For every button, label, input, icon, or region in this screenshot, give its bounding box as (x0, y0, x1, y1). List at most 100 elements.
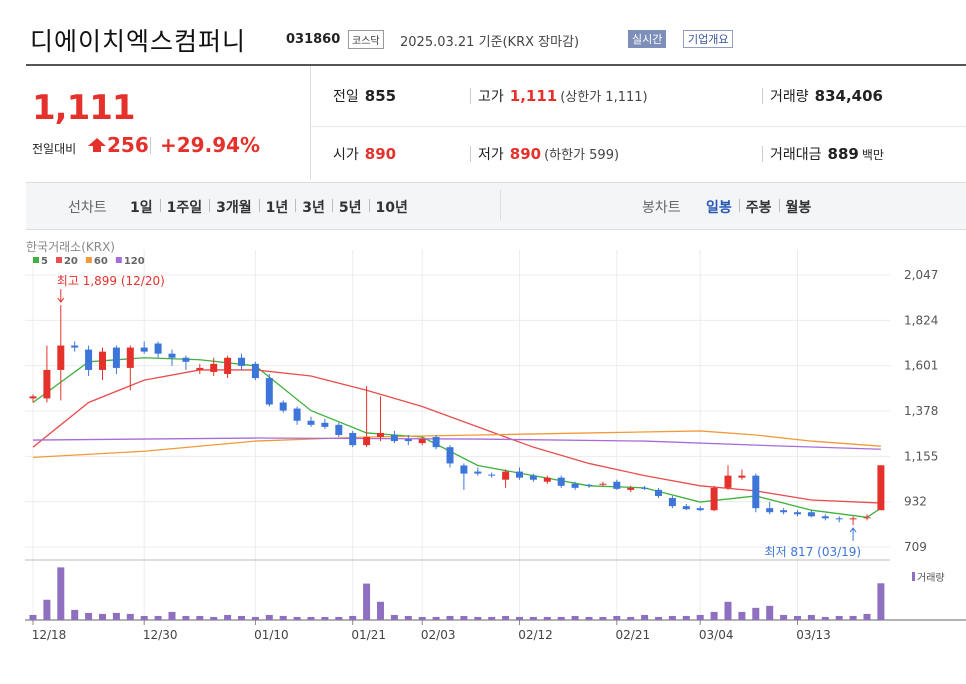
volume-bar (585, 616, 593, 620)
stat-item: 저가 890 (하한가 599) (478, 144, 619, 164)
candle-body (738, 475, 746, 478)
candle-body (418, 439, 426, 444)
separator (159, 199, 161, 212)
divider (311, 126, 966, 127)
volume-bar (335, 616, 343, 620)
volume-bar (349, 615, 357, 620)
candle-body (168, 353, 176, 358)
legend-label: 거래량 (917, 572, 945, 584)
volume-bar (543, 616, 551, 620)
candle-body (821, 516, 829, 519)
separator (778, 199, 780, 212)
period-tab[interactable]: 1일 (130, 200, 153, 216)
candle-body (210, 363, 218, 372)
candle-body (446, 447, 454, 464)
period-tab[interactable]: 10년 (375, 200, 408, 216)
volume-bar (613, 615, 621, 620)
separator (295, 199, 297, 212)
candle-body (682, 506, 690, 510)
period-tab[interactable]: 3년 (302, 200, 325, 216)
stat-label: 시가 (333, 147, 359, 163)
period-tab[interactable]: 5년 (338, 200, 362, 216)
volume-bar (112, 612, 120, 620)
volume-bar (390, 614, 398, 620)
x-tick-label: 02/21 (616, 628, 651, 642)
volume-bar (863, 613, 871, 620)
change-amount: 256 (107, 133, 149, 157)
stat-item: 전일 855 (333, 86, 396, 106)
stat-label: 거래량 (770, 89, 809, 105)
volume-bar (432, 616, 440, 620)
candle-body (363, 437, 371, 446)
candle-body (627, 487, 635, 490)
tab-label: 봉차트 (642, 200, 681, 216)
y-tick-label: 2,047 (904, 268, 938, 282)
stat-item: 고가 1,111 (상한가 1,111) (478, 86, 648, 106)
y-tick-label: 932 (904, 495, 927, 509)
legend-swatch (115, 257, 122, 263)
volume-bar (265, 614, 273, 620)
volume-bar (710, 611, 718, 620)
arrow (57, 289, 65, 303)
volume-bar (126, 613, 134, 620)
volume-bar (43, 599, 51, 620)
candle-body (279, 402, 287, 411)
candle-body (835, 518, 843, 520)
candle-body (432, 437, 440, 448)
y-tick-label: 1,824 (904, 313, 938, 327)
legend-label: 60 (94, 256, 108, 267)
volume-bar (293, 616, 301, 620)
stat-item: 거래대금 889 백만 (770, 144, 884, 164)
period-tab[interactable]: 1년 (265, 200, 289, 216)
candle-tab[interactable]: 일봉 (706, 200, 732, 216)
candle-body (516, 471, 523, 478)
candle-body (613, 481, 621, 489)
candle-body (794, 512, 801, 515)
change-label: 전일대비 (32, 142, 77, 156)
y-tick-label: 1,378 (904, 404, 938, 418)
stock-name: 디에이치엑스컴퍼니 (30, 27, 247, 56)
tab-label: 선차트 (68, 200, 107, 216)
candle-body (557, 477, 565, 486)
candle-body (488, 474, 496, 476)
candle-body (668, 498, 676, 507)
volume-bar (85, 612, 93, 620)
stat-value: 890 (364, 145, 397, 163)
stat-value: 1,111 (509, 87, 558, 105)
volume-bar (780, 614, 788, 620)
volume-bar (655, 616, 662, 620)
legend-swatch (55, 257, 62, 263)
x-tick-label: 03/04 (699, 628, 734, 642)
volume-bar (238, 615, 245, 620)
volume-bar (251, 616, 259, 620)
period-tab[interactable]: 1주일 (166, 200, 203, 216)
candle-body (641, 487, 649, 489)
volume-bar (71, 609, 79, 620)
low-annotation: 최저 817 (03/19) (765, 545, 862, 559)
candle-body (766, 508, 774, 513)
candle-body (696, 508, 704, 511)
candle-body (807, 512, 815, 517)
volume-bar (182, 615, 190, 620)
stat-label: 전일 (333, 89, 359, 105)
volume-bar (321, 616, 329, 620)
candle-tab[interactable]: 월봉 (785, 200, 812, 216)
moving-average-line (32, 357, 882, 518)
volume-bar (307, 616, 315, 620)
company-info-button[interactable]: 기업개요 (683, 30, 734, 48)
realtime-button[interactable]: 실시간 (628, 30, 667, 48)
candle-body (877, 465, 885, 511)
period-tab[interactable]: 3개월 (216, 200, 252, 216)
candle-tab[interactable]: 주봉 (745, 200, 772, 216)
as-of-date: 2025.03.21 기준(KRX 장마감) (400, 35, 580, 50)
stat-note: (하한가 599) (544, 148, 620, 163)
volume-bar (599, 616, 607, 620)
candle-body (335, 424, 343, 435)
legend-label: 120 (124, 256, 145, 267)
volume-bar (154, 615, 162, 620)
volume-bar (446, 615, 454, 620)
stat-value: 890 (509, 145, 542, 163)
separator (368, 199, 370, 212)
legend-label: 5 (41, 256, 48, 267)
